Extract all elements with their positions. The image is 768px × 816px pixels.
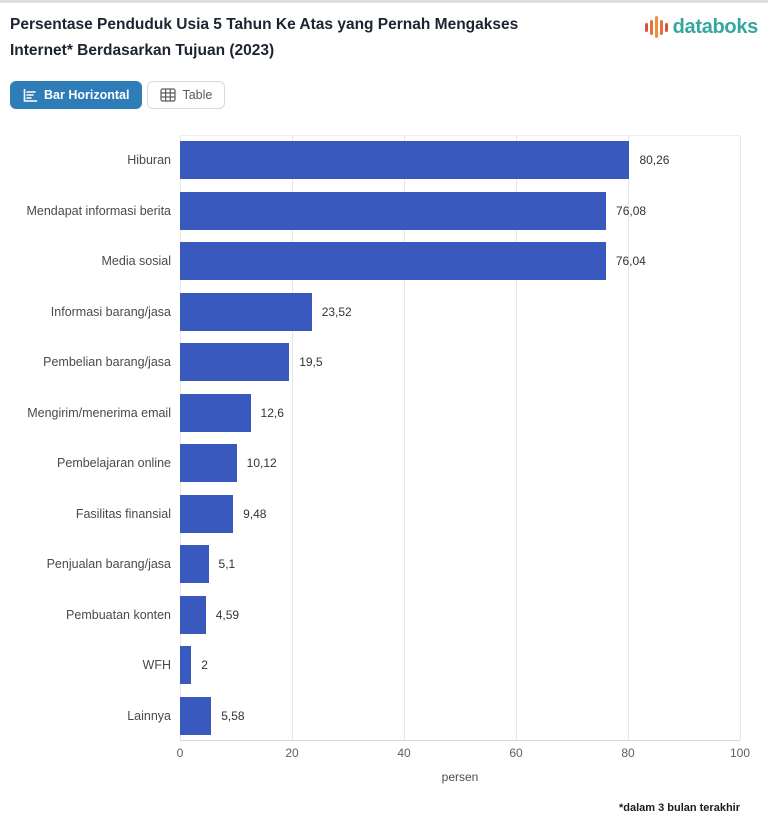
- x-axis-tick: 60: [509, 746, 523, 761]
- databoks-logo[interactable]: databoks: [644, 15, 759, 39]
- bar-track: 76,08: [180, 191, 740, 230]
- bar[interactable]: [180, 141, 630, 180]
- bar-label: Informasi barang/jasa: [50, 304, 171, 319]
- bar-row: Hiburan 80,26: [10, 135, 740, 186]
- bar-row: Informasi barang/jasa 23,52: [10, 287, 740, 338]
- bar-value: 9,48: [243, 506, 267, 521]
- bar-label: Pembelajaran online: [57, 456, 171, 471]
- logo-text: databoks: [672, 15, 759, 38]
- bar-row: Lainnya 5,58: [10, 691, 740, 742]
- bar-label: Media sosial: [101, 254, 171, 269]
- bar[interactable]: [180, 191, 607, 230]
- bar-horizontal-label: Bar Horizontal: [44, 88, 130, 103]
- gridlines: [180, 135, 741, 742]
- gridline: [404, 136, 405, 741]
- header: Persentase Penduduk Usia 5 Tahun Ke Atas…: [0, 3, 768, 64]
- bar-label: Hiburan: [127, 153, 171, 168]
- bar-row: Penjualan barang/jasa 5,1: [10, 539, 740, 590]
- bar[interactable]: [180, 545, 209, 584]
- bar-row: Pembuatan konten 4,59: [10, 590, 740, 641]
- bar[interactable]: [180, 343, 290, 382]
- bar-row: Media sosial 76,04: [10, 236, 740, 287]
- gridline: [740, 136, 741, 741]
- bar-label: Penjualan barang/jasa: [46, 557, 171, 572]
- bar-value: 76,04: [615, 254, 646, 269]
- bar-row: Mendapat informasi berita 76,08: [10, 186, 740, 237]
- bar-value: 2: [201, 658, 208, 673]
- x-axis-tick: 100: [729, 746, 751, 761]
- bar-value: 4,59: [215, 607, 240, 622]
- bar-track: 2: [180, 646, 740, 685]
- bar-track: 80,26: [180, 141, 740, 180]
- bar-chart: Hiburan 80,26 Mendapat informasi berita 76,…: [10, 135, 750, 785]
- databoks-bars-icon: [644, 15, 668, 39]
- gridline: [516, 136, 517, 741]
- bar-track: 19,5: [180, 343, 740, 382]
- bar-label: Pembuatan konten: [66, 607, 171, 622]
- chart-plot-area: Hiburan 80,26 Mendapat informasi berita 76,…: [10, 135, 741, 742]
- bar-track: 76,04: [180, 242, 740, 281]
- bar-value: 76,08: [616, 203, 647, 218]
- bar[interactable]: [180, 696, 212, 735]
- bar[interactable]: [180, 292, 312, 331]
- bar[interactable]: [180, 393, 251, 432]
- x-axis-tick: 20: [285, 746, 299, 761]
- bar-row: WFH 2: [10, 640, 740, 691]
- bar-label: Fasilitas finansial: [75, 506, 171, 521]
- bar-track: 9,48: [180, 494, 740, 533]
- bar[interactable]: [180, 444, 237, 483]
- bar-track: 10,12: [180, 444, 740, 483]
- bar-value: 10,12: [246, 456, 277, 471]
- footnote: *dalam 3 bulan terakhir: [618, 802, 740, 815]
- x-axis-tick: 80: [621, 746, 635, 761]
- bar-label: Mengirim/menerima email: [27, 405, 171, 420]
- bar-track: 23,52: [180, 292, 740, 331]
- bar[interactable]: [180, 595, 206, 634]
- bar-value: 80,26: [639, 153, 670, 168]
- chart-title: Persentase Penduduk Usia 5 Tahun Ke Atas…: [10, 16, 519, 60]
- bar-label: WFH: [142, 658, 171, 673]
- bar-label: Pembelian barang/jasa: [43, 355, 171, 370]
- bar[interactable]: [180, 494, 234, 533]
- bar-value: 12,6: [260, 405, 284, 420]
- bar-horizontal-button[interactable]: Bar Horizontal: [10, 81, 143, 110]
- bar-value: 5,58: [221, 708, 245, 723]
- table-button[interactable]: Table: [147, 81, 226, 110]
- bar-track: 5,1: [180, 545, 740, 584]
- x-axis-tick: 40: [397, 746, 411, 761]
- bar-label: Lainnya: [127, 708, 171, 723]
- bar-row: Pembelian barang/jasa 19,5: [10, 337, 740, 388]
- gridline: [180, 136, 181, 741]
- x-axis: 0 20 40 60 80 100: [176, 741, 750, 761]
- bar-value: 19,5: [299, 355, 323, 370]
- gridline: [628, 136, 629, 741]
- view-toggle-toolbar: Bar Horizontal Table: [0, 81, 768, 110]
- table-icon: [160, 88, 177, 102]
- bar-row: Fasilitas finansial 9,48: [10, 489, 740, 540]
- bar-track: 12,6: [180, 393, 740, 432]
- bar[interactable]: [180, 242, 606, 281]
- bar[interactable]: [180, 646, 192, 685]
- bar-value: 5,1: [218, 557, 236, 572]
- bar-chart-icon: [23, 88, 38, 102]
- bar-label: Mendapat informasi berita: [26, 203, 171, 218]
- x-axis-tick: 0: [176, 746, 184, 761]
- bar-rows: Hiburan 80,26 Mendapat informasi berita 76,…: [10, 135, 740, 741]
- footer: *dalam 3 bulan terakhir: [0, 798, 740, 816]
- gridline: [292, 136, 293, 741]
- bar-row: Mengirim/menerima email 12,6: [10, 388, 740, 439]
- x-axis-label: persen: [441, 770, 479, 785]
- bar-row: Pembelajaran online 10,12: [10, 438, 740, 489]
- bar-value: 23,52: [321, 304, 352, 319]
- table-label: Table: [182, 88, 213, 103]
- bar-track: 5,58: [180, 696, 740, 735]
- bar-track: 4,59: [180, 595, 740, 634]
